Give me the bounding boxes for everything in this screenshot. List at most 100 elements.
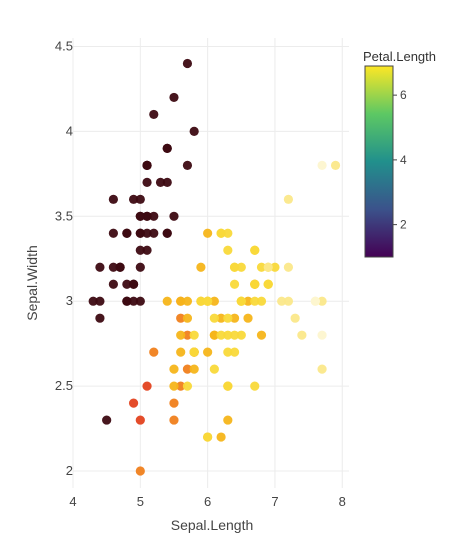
- x-tick-label: 5: [137, 494, 144, 509]
- data-point: [263, 279, 273, 289]
- data-point: [223, 347, 233, 357]
- data-point: [169, 398, 179, 408]
- data-point: [209, 296, 219, 306]
- data-point: [169, 381, 179, 391]
- x-tick-label: 4: [69, 494, 76, 509]
- data-point: [142, 177, 152, 187]
- data-point: [317, 330, 327, 340]
- data-point: [169, 211, 179, 221]
- data-point: [229, 313, 240, 323]
- x-axis-title: Sepal.Length: [171, 517, 254, 533]
- data-point: [169, 364, 179, 374]
- y-tick-label: 2.5: [55, 378, 73, 393]
- colorbar-title: Petal.Length: [363, 49, 436, 64]
- data-point: [149, 109, 159, 120]
- data-point: [135, 466, 145, 476]
- data-point: [229, 330, 240, 340]
- data-point: [189, 347, 199, 357]
- data-point: [122, 296, 132, 306]
- data-point: [108, 279, 118, 289]
- x-axis-ticks: 4 5 6 7 8: [69, 494, 346, 509]
- data-point: [236, 330, 246, 340]
- data-point: [229, 279, 240, 289]
- data-point: [122, 279, 132, 289]
- data-point: [203, 432, 213, 442]
- data-point: [128, 194, 139, 204]
- data-point: [182, 160, 193, 170]
- y-axis-title: Sepal.Width: [24, 245, 40, 320]
- colorbar-ticks: 2 4 6: [393, 88, 407, 232]
- data-point: [128, 398, 139, 408]
- data-point: [250, 381, 260, 391]
- data-point: [203, 296, 213, 306]
- data-point: [196, 262, 206, 272]
- data-point: [277, 296, 287, 306]
- data-point: [176, 330, 186, 340]
- y-tick-label: 4: [66, 123, 73, 138]
- y-tick-label: 4.5: [55, 38, 73, 53]
- data-point: [229, 262, 240, 272]
- data-point: [176, 313, 186, 323]
- data-point: [203, 228, 213, 238]
- data-point: [162, 177, 172, 187]
- data-point: [223, 245, 233, 255]
- data-point: [182, 313, 193, 323]
- data-point: [155, 177, 166, 187]
- data-point: [317, 296, 327, 306]
- data-point: [162, 296, 172, 306]
- data-point: [182, 58, 193, 69]
- data-point: [330, 160, 341, 170]
- data-point: [243, 296, 253, 306]
- data-point: [95, 313, 105, 323]
- data-point: [256, 262, 267, 272]
- data-point: [189, 126, 199, 136]
- data-point: [243, 313, 253, 323]
- data-point: [223, 415, 233, 425]
- data-point: [135, 245, 145, 255]
- data-point: [223, 313, 233, 323]
- y-tick-label: 3.5: [55, 208, 73, 223]
- data-point: [176, 296, 186, 306]
- data-point: [209, 364, 219, 374]
- data-point: [142, 228, 152, 238]
- data-point: [250, 245, 260, 255]
- data-point: [149, 347, 159, 357]
- data-point: [250, 296, 260, 306]
- data-point: [317, 160, 327, 170]
- data-point: [115, 262, 125, 272]
- data-point: [209, 313, 219, 323]
- data-point: [209, 330, 219, 340]
- colorbar-legend: Petal.Length 2 4 6: [363, 49, 436, 258]
- data-point: [135, 194, 145, 204]
- data-point: [176, 381, 186, 391]
- data-point: [128, 279, 139, 289]
- data-point: [162, 143, 172, 153]
- data-point: [256, 330, 267, 340]
- y-axis-ticks: 2 2.5 3 3.5 4 4.5: [55, 38, 73, 478]
- data-point: [263, 262, 273, 272]
- data-point: [135, 296, 145, 306]
- data-point: [169, 92, 179, 103]
- colorbar-tick-label: 4: [400, 153, 407, 167]
- data-point: [182, 330, 193, 340]
- data-point: [135, 415, 145, 425]
- x-tick-label: 7: [271, 494, 278, 509]
- data-point: [256, 296, 267, 306]
- data-point: [135, 262, 145, 272]
- colorbar-tick-label: 6: [400, 88, 407, 102]
- data-point: [88, 296, 98, 306]
- data-point: [216, 432, 226, 442]
- data-point: [270, 262, 280, 272]
- data-point: [236, 296, 246, 306]
- data-points: [88, 58, 341, 476]
- data-point: [216, 228, 226, 238]
- data-point: [189, 364, 199, 374]
- data-point: [108, 262, 118, 272]
- data-point: [142, 211, 152, 221]
- data-point: [128, 296, 139, 306]
- data-point: [317, 364, 327, 374]
- y-tick-label: 2: [66, 463, 73, 478]
- data-point: [223, 330, 233, 340]
- data-point: [223, 228, 233, 238]
